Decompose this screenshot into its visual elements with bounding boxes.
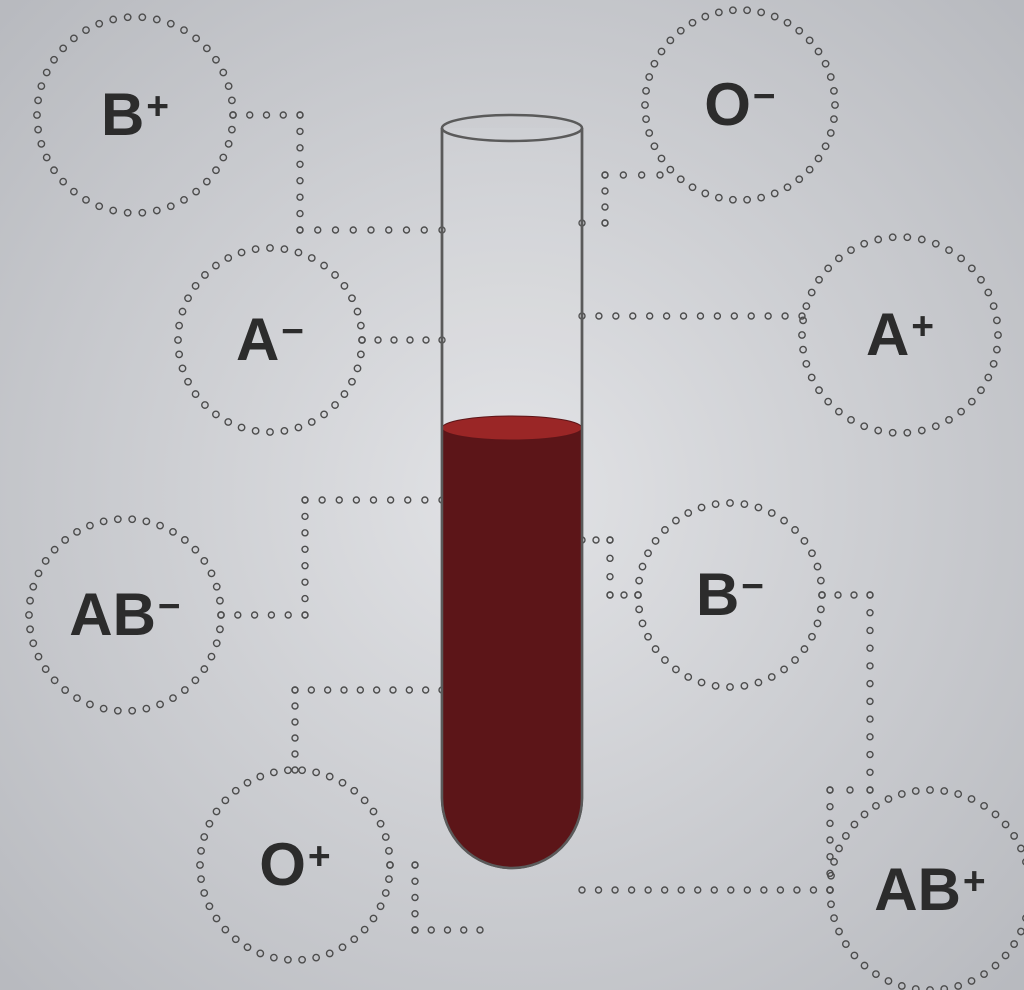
label-sign: − (753, 77, 776, 116)
label-sign: + (146, 87, 169, 126)
label-o-minus: O− (704, 75, 775, 135)
label-letter: O (704, 75, 751, 135)
label-letter: A (866, 305, 909, 365)
label-b-plus: B+ (101, 85, 169, 145)
label-sign: − (741, 567, 764, 606)
label-letter: AB (69, 585, 156, 645)
label-sign: − (281, 312, 304, 351)
label-letter: AB (874, 860, 961, 920)
label-b-minus: B− (696, 565, 764, 625)
label-ab-minus: AB− (69, 585, 180, 645)
label-letter: B (696, 565, 739, 625)
label-sign: − (158, 587, 181, 626)
label-letter: B (101, 85, 144, 145)
label-a-minus: A− (236, 310, 304, 370)
label-letter: A (236, 310, 279, 370)
labels-layer: B+O−A−A+AB−B−O+AB+ (0, 0, 1024, 990)
label-a-plus: A+ (866, 305, 934, 365)
label-o-plus: O+ (259, 835, 330, 895)
label-sign: + (963, 862, 986, 901)
label-letter: O (259, 835, 306, 895)
label-sign: + (911, 307, 934, 346)
label-ab-plus: AB+ (874, 860, 985, 920)
label-sign: + (308, 837, 331, 876)
